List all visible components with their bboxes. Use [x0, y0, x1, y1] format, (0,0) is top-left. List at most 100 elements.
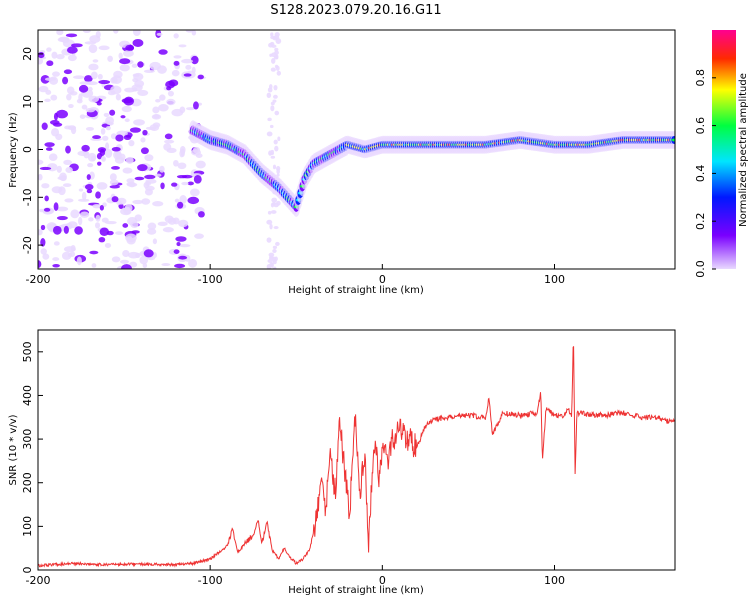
spectrogram-noise-cell — [38, 85, 49, 93]
spectrogram-noise-cell — [181, 58, 193, 64]
spectrogram-noise-cell — [183, 73, 192, 77]
spectrogram-noise-cell — [52, 122, 63, 127]
spectrogram-noise-cell — [110, 85, 122, 95]
spectrogram-noise-cell — [128, 181, 136, 188]
spectrogram-noise-cell — [95, 191, 101, 199]
spectrogram-noise-cell — [109, 179, 119, 186]
spectrogram-noise-cell — [160, 182, 165, 190]
spectrogram-noise-cell — [179, 195, 187, 204]
spectrogram-noise-cell — [81, 191, 87, 201]
spectrogram-noise-cell — [269, 124, 274, 129]
spectrogram-noise-cell — [194, 233, 204, 239]
spectrogram-noise-cell — [79, 211, 90, 218]
spectrogram-noise-cell — [38, 173, 43, 181]
spectrogram-noise-cell — [126, 235, 133, 241]
spectrogram-marks — [38, 30, 675, 269]
spectrogram-noise-cell — [272, 245, 278, 250]
top-y-ticks: -20 -10 0 10 20 — [21, 47, 43, 254]
spectrogram-noise-cell — [81, 104, 88, 110]
spectrogram-noise-cell — [105, 116, 115, 126]
top-y-tick-label-0: -20 — [21, 236, 34, 254]
spectrogram-noise-cell — [187, 181, 194, 186]
spectrogram-noise-cell — [273, 139, 278, 145]
spectrogram-noise-cell — [173, 55, 182, 59]
spectrogram-noise-cell — [187, 196, 200, 205]
spectrogram-noise-cell — [110, 133, 117, 140]
spectrogram-noise-cell — [271, 197, 278, 203]
spectrogram-noise-cell — [152, 252, 157, 259]
spectrogram-noise-cell — [66, 86, 75, 95]
spectrogram-noise-cell — [111, 146, 121, 152]
bottom-y-tick-label-1: 100 — [21, 516, 34, 537]
spectrogram-noise-cell — [174, 263, 186, 269]
spectrogram-noise-cell — [46, 47, 52, 52]
spectrogram-noise-cell — [78, 198, 90, 202]
spectrogram-noise-cell — [56, 30, 64, 36]
spectrogram-noise-cell — [113, 30, 119, 34]
spectrogram-noise-cell — [121, 264, 132, 269]
spectrogram-noise-cell — [50, 94, 58, 101]
figure-title: S128.2023.079.20.16.G11 — [270, 3, 441, 18]
spectrogram-noise-cell — [270, 101, 275, 106]
spectrogram-noise-cell — [79, 114, 86, 119]
spectrogram-noise-cell — [99, 227, 110, 236]
spectrogram-noise-cell — [124, 118, 130, 123]
spectrogram-noise-cell — [276, 173, 280, 177]
spectrogram-noise-cell — [155, 98, 161, 103]
spectrogram-noise-cell — [139, 255, 149, 265]
spectrogram-noise-cell — [173, 33, 179, 39]
spectrogram-noise-cell — [179, 146, 186, 154]
spectrogram-noise-cell — [63, 225, 69, 234]
spectrogram-noise-cell — [120, 259, 130, 264]
spectrogram-noise-cell — [185, 64, 192, 70]
spectrogram-noise-cell — [156, 65, 167, 74]
spectrogram-noise-cell — [270, 58, 276, 64]
spectrogram-noise-cell — [272, 248, 277, 254]
spectrogram-noise-cell — [127, 251, 140, 259]
spectrogram-noise-cell — [131, 230, 140, 234]
spectrogram-noise-cell — [92, 204, 102, 209]
spectrogram-noise-cell — [174, 198, 180, 203]
spectrogram-noise-cell — [269, 223, 273, 230]
spectrogram-noise-cell — [38, 52, 45, 59]
spectrogram-noise-cell — [41, 183, 50, 189]
spectrogram-noise-cell — [40, 248, 47, 255]
spectrogram-noise-cell — [178, 244, 191, 248]
spectrogram-noise-cell — [151, 114, 162, 120]
spectrogram-noise-cell — [40, 238, 46, 247]
spectrogram-noise-cell — [178, 219, 189, 228]
spectrogram-noise-cell — [44, 142, 55, 148]
spectrogram-noise-cell — [63, 159, 73, 166]
spectrogram-noise-cell — [273, 266, 277, 269]
spectrogram-noise-cell — [171, 182, 178, 187]
spectrogram-noise-cell — [123, 134, 132, 140]
spectrogram-noise-cell — [197, 102, 202, 106]
spectrogram-noise-cell — [134, 176, 145, 181]
spectrogram-noise-cell — [274, 32, 280, 37]
spectrogram-noise-cell — [85, 126, 94, 131]
spectrogram-noise-cell — [167, 217, 177, 225]
spectrogram-noise-cell — [176, 242, 181, 247]
spectrogram-noise-cell — [273, 84, 278, 91]
spectrogram-noise-cell — [101, 217, 109, 223]
spectrogram-noise-cell — [274, 110, 280, 116]
spectrogram-noise-cell — [121, 105, 132, 113]
spectrogram-noise-cell — [64, 125, 72, 130]
spectrogram-noise-cell — [98, 45, 110, 51]
spectrogram-noise-cell — [102, 135, 109, 141]
spectrogram-noise-cell — [103, 112, 110, 117]
spectrogram-noise-cell — [159, 94, 166, 101]
spectrogram-noise-cell — [56, 54, 65, 60]
spectrogram-noise-cell — [154, 173, 162, 177]
spectrogram-ridge-core — [671, 138, 675, 142]
spectrogram-noise-cell — [276, 70, 281, 76]
colorbar-tick-label-0: 0.0 — [694, 260, 707, 278]
spectrogram-noise-cell — [56, 109, 68, 119]
spectrogram-noise-cell — [45, 147, 53, 151]
colorbar-tick-label-1: 0.2 — [694, 212, 707, 230]
top-x-tick-label-3: 100 — [544, 273, 565, 286]
spectrogram-noise-cell — [191, 30, 197, 36]
spectrogram-noise-cell — [270, 155, 276, 159]
spectrogram-noise-cell — [130, 221, 139, 228]
bottom-y-tick-label-4: 400 — [21, 385, 34, 406]
